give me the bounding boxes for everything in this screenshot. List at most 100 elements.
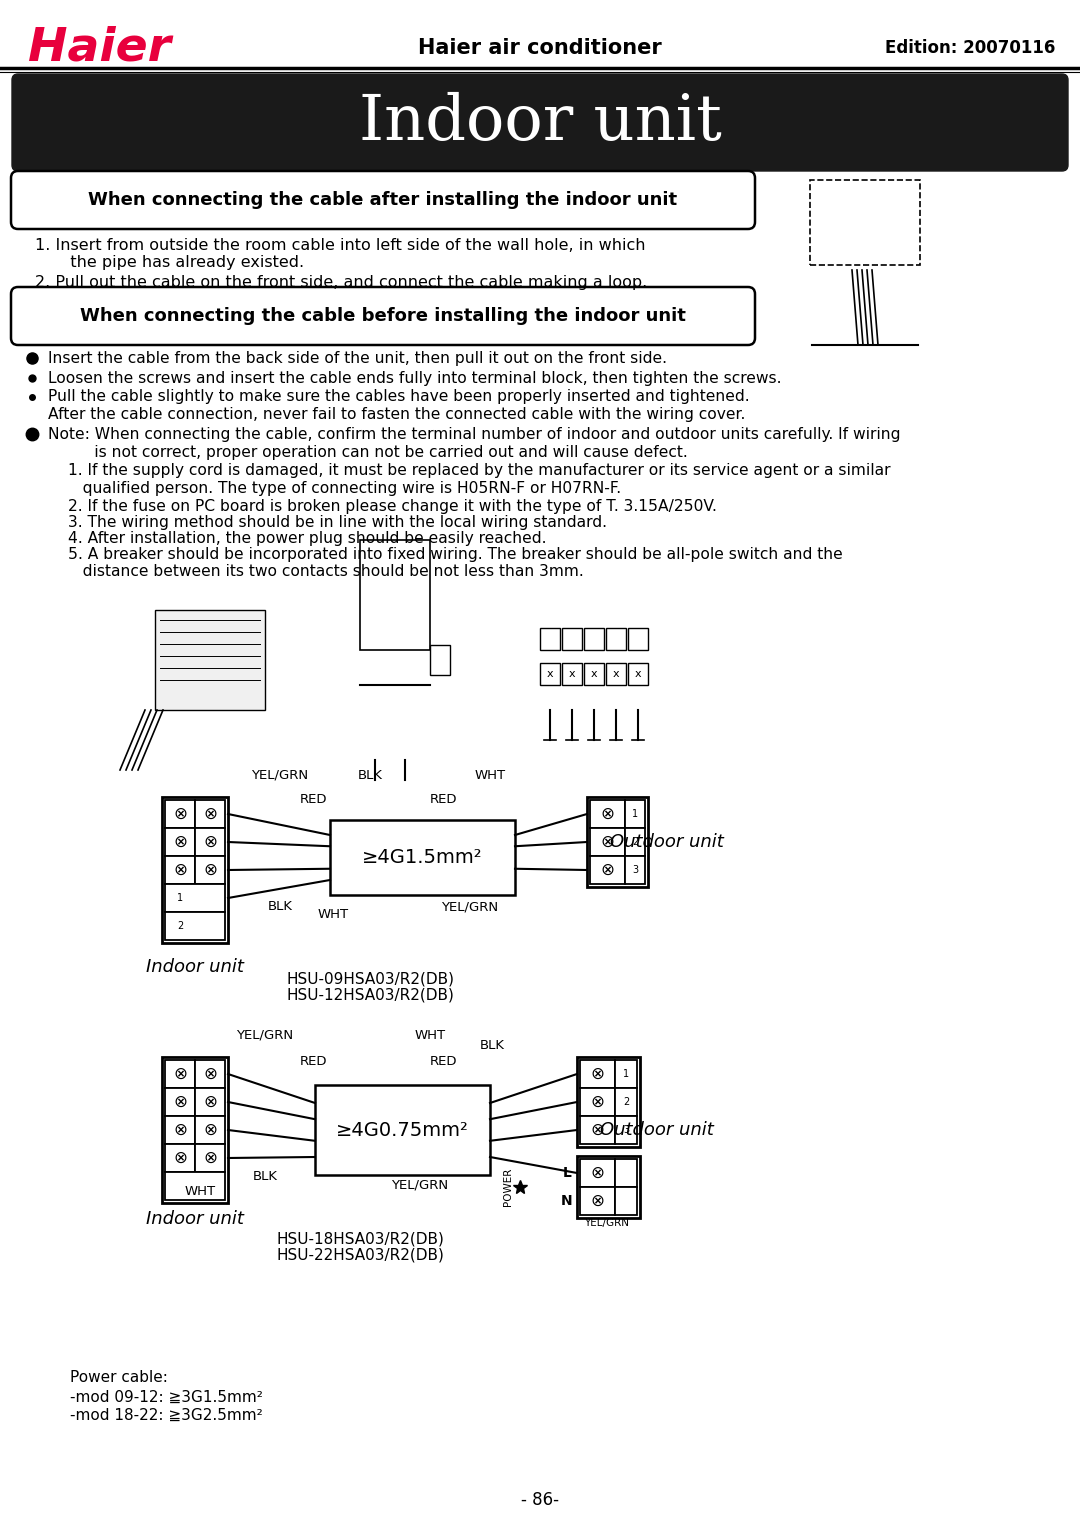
Bar — [195, 1144, 225, 1173]
Text: Note: When connecting the cable, confirm the terminal number of indoor and outdo: Note: When connecting the cable, confirm… — [48, 426, 901, 441]
Text: Outdoor unit: Outdoor unit — [600, 1121, 714, 1139]
Text: 2: 2 — [623, 1096, 630, 1107]
Text: After the cable connection, never fail to fasten the connected cable with the wi: After the cable connection, never fail t… — [48, 408, 745, 423]
Bar — [195, 1116, 225, 1144]
Bar — [580, 1186, 615, 1215]
Bar — [590, 828, 625, 857]
Bar — [540, 663, 561, 686]
Text: ⊗: ⊗ — [203, 1148, 217, 1167]
Text: 5. A breaker should be incorporated into fixed wiring. The breaker should be all: 5. A breaker should be incorporated into… — [68, 547, 842, 562]
Text: HSU-22HSA03/R2(DB): HSU-22HSA03/R2(DB) — [276, 1248, 444, 1263]
Text: Edition: 20070116: Edition: 20070116 — [885, 40, 1055, 56]
Text: HSU-09HSA03/R2(DB): HSU-09HSA03/R2(DB) — [286, 973, 454, 986]
Bar — [615, 1060, 637, 1089]
Text: 4. After installation, the power plug should be easily reached.: 4. After installation, the power plug sh… — [68, 530, 546, 545]
Text: x: x — [612, 669, 619, 680]
Bar — [627, 663, 648, 686]
Text: -mod 09-12: ≧3G1.5mm²: -mod 09-12: ≧3G1.5mm² — [70, 1390, 262, 1405]
Bar — [590, 857, 625, 884]
Text: YEL/GRN: YEL/GRN — [391, 1177, 448, 1191]
Bar — [562, 628, 582, 651]
Bar — [580, 1159, 615, 1186]
Text: ⊗: ⊗ — [173, 1064, 187, 1083]
Text: RED: RED — [430, 1055, 458, 1067]
Text: WHT: WHT — [318, 909, 349, 921]
Text: 1. Insert from outside the room cable into left side of the wall hole, in which: 1. Insert from outside the room cable in… — [35, 238, 646, 253]
Bar — [615, 1089, 637, 1116]
Text: Indoor unit: Indoor unit — [146, 1209, 244, 1228]
Text: ⊗: ⊗ — [203, 805, 217, 823]
Text: ⊗: ⊗ — [173, 1093, 187, 1112]
Text: Loosen the screws and insert the cable ends fully into terminal block, then tigh: Loosen the screws and insert the cable e… — [48, 371, 782, 385]
Bar — [165, 1089, 195, 1116]
Bar — [625, 857, 645, 884]
Bar — [195, 1060, 225, 1089]
Bar — [162, 797, 228, 944]
Bar — [577, 1156, 640, 1219]
Text: ⊗: ⊗ — [203, 834, 217, 851]
FancyBboxPatch shape — [12, 73, 1068, 171]
Bar — [580, 1060, 615, 1089]
Text: BLK: BLK — [480, 1038, 505, 1052]
Text: Pull the cable slightly to make sure the cables have been properly inserted and : Pull the cable slightly to make sure the… — [48, 389, 750, 405]
Text: 2. If the fuse on PC board is broken please change it with the type of T. 3.15A/: 2. If the fuse on PC board is broken ple… — [68, 498, 717, 513]
Text: distance between its two contacts should be not less than 3mm.: distance between its two contacts should… — [68, 563, 584, 579]
Bar — [584, 628, 604, 651]
FancyBboxPatch shape — [11, 171, 755, 229]
Text: x: x — [591, 669, 597, 680]
Text: HSU-12HSA03/R2(DB): HSU-12HSA03/R2(DB) — [286, 988, 454, 1003]
Bar — [156, 609, 265, 710]
Text: ⊗: ⊗ — [591, 1121, 605, 1139]
Text: x: x — [635, 669, 642, 680]
Bar — [580, 1089, 615, 1116]
Text: 2. Pull out the cable on the front side, and connect the cable making a loop.: 2. Pull out the cable on the front side,… — [35, 275, 647, 290]
Text: ⊗: ⊗ — [203, 1093, 217, 1112]
Text: 3: 3 — [632, 864, 638, 875]
Bar — [606, 663, 626, 686]
Text: BLK: BLK — [268, 899, 293, 913]
Text: RED: RED — [300, 1055, 327, 1067]
Text: Haier: Haier — [28, 26, 171, 70]
Text: When connecting the cable after installing the indoor unit: When connecting the cable after installi… — [89, 191, 677, 209]
Bar — [615, 1186, 637, 1215]
Text: - 86-: - 86- — [521, 1490, 559, 1509]
Text: 3: 3 — [623, 1125, 629, 1135]
Text: ⊗: ⊗ — [203, 861, 217, 880]
Text: ⊗: ⊗ — [600, 805, 615, 823]
Bar — [165, 828, 195, 857]
Bar — [165, 912, 225, 941]
Bar — [615, 1116, 637, 1144]
Bar — [165, 1060, 195, 1089]
Text: Insert the cable from the back side of the unit, then pull it out on the front s: Insert the cable from the back side of t… — [48, 351, 667, 365]
Text: RED: RED — [300, 793, 327, 806]
Bar — [165, 857, 195, 884]
Text: 1. If the supply cord is damaged, it must be replaced by the manufacturer or its: 1. If the supply cord is damaged, it mus… — [68, 464, 891, 478]
Text: the pipe has already existed.: the pipe has already existed. — [55, 255, 305, 270]
Text: 1: 1 — [632, 809, 638, 818]
Text: Outdoor unit: Outdoor unit — [610, 834, 724, 851]
Bar — [165, 1116, 195, 1144]
Text: YEL/GRN: YEL/GRN — [237, 1029, 294, 1041]
Text: Indoor unit: Indoor unit — [359, 92, 721, 153]
Text: ⊗: ⊗ — [173, 861, 187, 880]
Text: YEL/GRN: YEL/GRN — [252, 770, 309, 782]
Text: N: N — [561, 1194, 572, 1208]
Bar — [195, 1089, 225, 1116]
Text: 2: 2 — [632, 837, 638, 847]
Text: BLK: BLK — [253, 1170, 278, 1183]
Bar — [584, 663, 604, 686]
Text: YEL/GRN: YEL/GRN — [584, 1219, 629, 1228]
Text: 3. The wiring method should be in line with the local wiring standard.: 3. The wiring method should be in line w… — [68, 515, 607, 530]
Bar — [606, 628, 626, 651]
Text: ⊗: ⊗ — [591, 1064, 605, 1083]
Text: ⊗: ⊗ — [591, 1193, 605, 1209]
Text: WHT: WHT — [415, 1029, 446, 1041]
Bar — [330, 820, 515, 895]
Bar — [588, 797, 648, 887]
Text: ⊗: ⊗ — [173, 1121, 187, 1139]
Text: ≥4G0.75mm²: ≥4G0.75mm² — [336, 1121, 469, 1139]
Text: WHT: WHT — [185, 1185, 216, 1199]
Bar — [810, 180, 920, 266]
Text: ≥4G1.5mm²: ≥4G1.5mm² — [362, 847, 483, 867]
Text: ⊗: ⊗ — [600, 834, 615, 851]
